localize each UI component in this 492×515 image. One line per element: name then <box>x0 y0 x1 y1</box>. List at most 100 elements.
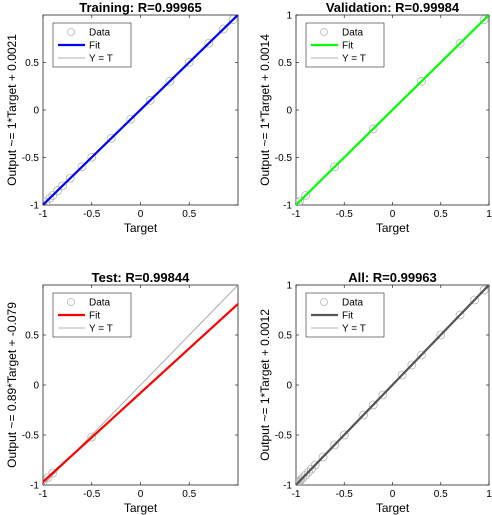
chart-1-data-point <box>145 95 155 105</box>
chart-3-legend-data-marker <box>67 298 75 306</box>
chart-4-ytick-label: 0.5 <box>278 331 292 342</box>
chart-2-fit-line <box>296 15 489 205</box>
chart-1-data-point <box>106 133 116 143</box>
chart-2-xtick-label: 1 <box>486 209 492 220</box>
chart-4-xtick-label: -0.5 <box>336 489 354 500</box>
chart-2-xlabel: Target <box>376 221 410 235</box>
chart-1-xtick-label: -1 <box>39 209 48 220</box>
chart-4-ytick-label: -0.5 <box>275 431 293 442</box>
chart-4-legend-entry: Fit <box>342 311 353 322</box>
chart-3-legend: Data Fit Y = T <box>52 292 132 338</box>
chart-4-data-point <box>298 473 308 483</box>
chart-4-data-point <box>378 390 388 400</box>
chart-3-ytick-label: 0 <box>33 381 39 392</box>
chart-2-legend-entry: Y = T <box>342 54 366 65</box>
chart-1-data-point <box>165 76 175 86</box>
chart-1-ytick-label: 0 <box>33 106 39 117</box>
chart-4-data-point <box>417 350 426 360</box>
chart-2-data-point <box>455 39 465 48</box>
chart-3-legend-entry: Y = T <box>89 324 113 335</box>
chart-2-ytick-label: -1 <box>283 201 292 212</box>
chart-3-ylabel: Output ~= 0.89*Target + -0.079 <box>5 302 19 468</box>
chart-4-data-point <box>296 476 305 485</box>
chart-4-xtick-label: -1 <box>292 489 301 500</box>
chart-2: -1 -0.5 0 0.5 1 -1 -0.5 0 0.5 1 Data Fit Y = T Valida… <box>258 0 492 235</box>
chart-2-legend-data-marker <box>320 28 328 36</box>
chart-3-fit-line <box>43 303 238 483</box>
chart-4-data-point <box>455 310 465 320</box>
chart-1-data-point <box>87 152 97 162</box>
chart-1-data-point <box>58 181 67 191</box>
chart-4-xlabel: Target <box>376 501 410 515</box>
chart-2-data-point <box>296 198 303 205</box>
chart-3: -1 -0.5 0 0.5 -1 -0.5 0 0.5 Data Fit Y = T Test: R=… <box>5 270 239 515</box>
chart-2-xtick-label: -0.5 <box>336 209 354 220</box>
chart-1-legend-entry: Data <box>89 28 111 39</box>
chart-4-data-point <box>479 285 489 295</box>
chart-2-xtick-label: -1 <box>292 209 301 220</box>
chart-1-data-point <box>228 15 238 24</box>
chart-4-plot-area <box>296 285 489 485</box>
chart-3-plot-area <box>43 285 238 485</box>
chart-3-xtick-label: 0 <box>138 489 144 500</box>
chart-4-ytick-label: 0 <box>286 381 292 392</box>
chart-2-data-point <box>296 196 305 205</box>
chart-2-data-point <box>330 162 340 172</box>
chart-1-ytick-label: -0.5 <box>22 153 40 164</box>
chart-4-legend-entry: Data <box>342 298 364 309</box>
chart-1-xtick-label: 0.5 <box>182 209 196 220</box>
chart-3-data-point <box>87 432 97 442</box>
chart-2-data-point <box>417 76 426 86</box>
chart-3-ytick-label: -1 <box>30 481 39 492</box>
chart-4-data-point <box>397 370 407 380</box>
chart-2-data-point <box>368 124 378 134</box>
chart-4-legend-data-marker <box>320 298 328 306</box>
chart-1-legend: Data Fit Y = T <box>52 22 132 68</box>
chart-1-fit-line <box>43 15 238 205</box>
chart-3-ytick-label: -0.5 <box>22 431 40 442</box>
chart-2-data-point <box>301 191 311 200</box>
chart-1-data-point <box>53 186 63 195</box>
chart-1-data-point <box>126 114 136 124</box>
chart-4-data-point <box>296 478 303 485</box>
chart-4-data-point <box>470 295 479 305</box>
chart-1-legend-data-marker <box>67 28 75 36</box>
chart-3-xtick-label: 0.5 <box>182 489 196 500</box>
chart-1: -1 -0.5 0 0.5 -1 -0.5 0 0.5 Data Fit Y = T Training… <box>5 0 239 235</box>
chart-1-ytick-label: -1 <box>30 201 39 212</box>
chart-2-data-point <box>479 15 489 25</box>
chart-2-plot-area <box>296 15 489 205</box>
chart-2-ylabel: Output ~= 1*Target + 0.0014 <box>258 34 272 186</box>
chart-1-ylabel: Output ~= 1*Target + 0.0021 <box>5 34 19 186</box>
chart-4-data-point <box>368 400 378 410</box>
chart-2-xtick-label: 0 <box>390 209 396 220</box>
chart-3-legend-entry: Data <box>89 298 111 309</box>
chart-3-data-point <box>43 477 48 485</box>
chart-2-ytick-label: 1 <box>286 11 292 22</box>
chart-4-data-point <box>359 410 368 420</box>
chart-4-data-point <box>304 467 313 477</box>
chart-2-ytick-label: 0.5 <box>278 58 292 69</box>
chart-1-data-point <box>184 57 194 67</box>
chart-2-ytick-label: -0.5 <box>275 153 293 164</box>
chart-3-title: Test: R=0.99844 <box>92 270 190 285</box>
chart-4-fit-line <box>296 285 489 485</box>
chart-4-legend: Data Fit Y = T <box>305 292 385 338</box>
chart-1-legend-entry: Fit <box>89 41 100 52</box>
chart-4-data-point <box>407 360 417 370</box>
chart-2-legend-entry: Fit <box>342 41 353 52</box>
chart-4-legend-entry: Y = T <box>342 324 366 335</box>
chart-2-legend: Data Fit Y = T <box>305 22 385 68</box>
chart-4-data-point <box>339 430 349 440</box>
chart-3-xlabel: Target <box>124 501 158 515</box>
chart-3-data-point <box>48 468 58 478</box>
chart-1-title: Training: R=0.99965 <box>79 0 201 15</box>
chart-3-xtick-label: -0.5 <box>83 489 101 500</box>
chart-2-ytick-label: 0 <box>286 106 292 117</box>
chart-1-data-point <box>218 24 228 34</box>
chart-4-data-point <box>310 460 320 470</box>
chart-1-data-point <box>77 162 87 172</box>
chart-1-data-point <box>204 38 214 48</box>
chart-4-xtick-label: 0.5 <box>434 489 448 500</box>
